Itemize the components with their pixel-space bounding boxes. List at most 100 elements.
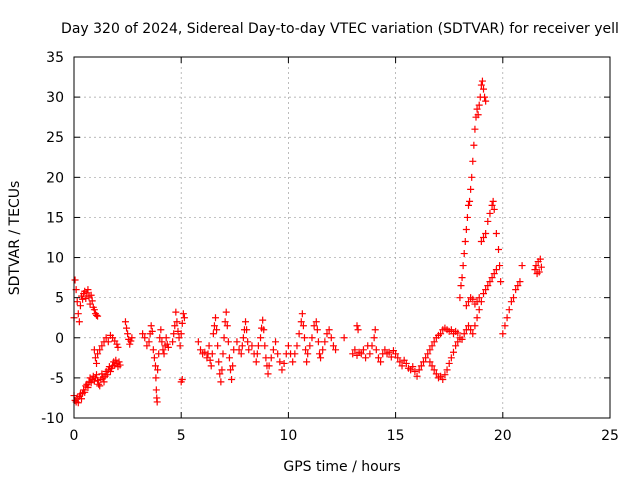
- data-point: [123, 324, 131, 332]
- data-point: [478, 77, 486, 85]
- data-point: [176, 342, 184, 350]
- data-point: [325, 326, 333, 334]
- data-point: [467, 326, 475, 334]
- data-point: [180, 314, 188, 322]
- plot-frame: [73, 56, 611, 419]
- data-point: [462, 225, 470, 233]
- data-point: [175, 334, 183, 342]
- data-point: [475, 306, 483, 314]
- data-point: [229, 362, 237, 370]
- data-point: [463, 213, 471, 221]
- data-point: [297, 318, 305, 326]
- data-point: [499, 330, 507, 338]
- data-point: [428, 362, 436, 370]
- data-point: [102, 334, 110, 342]
- data-point: [157, 326, 165, 334]
- data-point: [537, 263, 545, 271]
- x-tick-label: 5: [177, 428, 186, 444]
- data-point: [96, 346, 104, 354]
- data-point: [495, 246, 503, 254]
- y-tick-label: 5: [55, 291, 64, 307]
- data-point: [468, 173, 476, 181]
- data-point: [139, 330, 147, 338]
- data-point: [392, 350, 400, 358]
- data-point: [94, 350, 102, 358]
- data-point: [486, 278, 494, 286]
- data-point: [473, 298, 481, 306]
- data-point: [458, 274, 466, 282]
- data-point: [178, 375, 186, 383]
- data-point: [269, 346, 277, 354]
- data-point: [87, 291, 95, 299]
- data-point: [291, 350, 299, 358]
- data-point: [366, 350, 374, 358]
- data-point: [315, 350, 323, 358]
- data-point: [492, 266, 500, 274]
- data-point: [76, 302, 84, 310]
- x-tick-label: 20: [494, 428, 512, 444]
- data-point: [454, 338, 462, 346]
- data-point: [302, 346, 310, 354]
- data-point: [466, 197, 474, 205]
- data-point: [467, 185, 475, 193]
- data-point: [162, 334, 170, 342]
- data-point: [213, 326, 221, 334]
- data-point: [121, 318, 129, 326]
- data-point: [207, 362, 215, 370]
- data-point: [90, 377, 98, 385]
- data-point: [419, 358, 427, 366]
- data-point: [239, 334, 247, 342]
- data-point: [219, 350, 227, 358]
- data-point: [274, 350, 282, 358]
- data-point: [156, 334, 164, 342]
- data-point: [474, 111, 482, 119]
- data-point: [481, 93, 489, 101]
- data-point: [267, 354, 275, 362]
- data-point: [228, 375, 236, 383]
- data-point: [115, 358, 123, 366]
- data-point: [482, 229, 490, 237]
- data-point: [87, 379, 95, 387]
- data-point: [426, 358, 434, 366]
- data-point: [212, 314, 220, 322]
- data-point: [396, 358, 404, 366]
- data-point: [242, 318, 250, 326]
- data-point: [163, 340, 171, 348]
- data-point: [488, 274, 496, 282]
- data-point: [248, 342, 256, 350]
- data-point: [304, 350, 312, 358]
- data-point: [221, 318, 229, 326]
- data-point: [206, 356, 214, 364]
- data-point: [74, 310, 82, 318]
- data-point: [126, 340, 134, 348]
- data-point: [329, 342, 337, 350]
- data-point: [458, 335, 466, 343]
- data-point: [484, 282, 492, 290]
- data-point: [93, 371, 101, 379]
- data-point: [223, 322, 231, 330]
- y-tick-label: 30: [46, 90, 64, 106]
- data-point: [145, 338, 153, 346]
- y-tick-label: 15: [46, 210, 64, 226]
- data-point: [489, 197, 497, 205]
- data-point: [482, 97, 490, 105]
- data-point: [243, 326, 251, 334]
- data-point: [148, 327, 156, 335]
- data-point: [497, 278, 505, 286]
- data-point: [332, 346, 340, 354]
- data-point: [535, 268, 543, 276]
- data-point: [372, 346, 380, 354]
- data-point: [100, 378, 108, 386]
- data-point: [321, 338, 329, 346]
- data-point: [402, 359, 410, 367]
- data-point: [173, 318, 181, 326]
- data-point: [398, 362, 406, 370]
- data-point: [475, 294, 483, 302]
- data-point: [73, 298, 81, 306]
- data-point: [357, 350, 365, 358]
- data-point: [254, 342, 262, 350]
- data-point: [150, 354, 158, 362]
- data-point: [88, 297, 96, 305]
- data-point: [359, 346, 367, 354]
- y-tick-label: 20: [46, 170, 64, 186]
